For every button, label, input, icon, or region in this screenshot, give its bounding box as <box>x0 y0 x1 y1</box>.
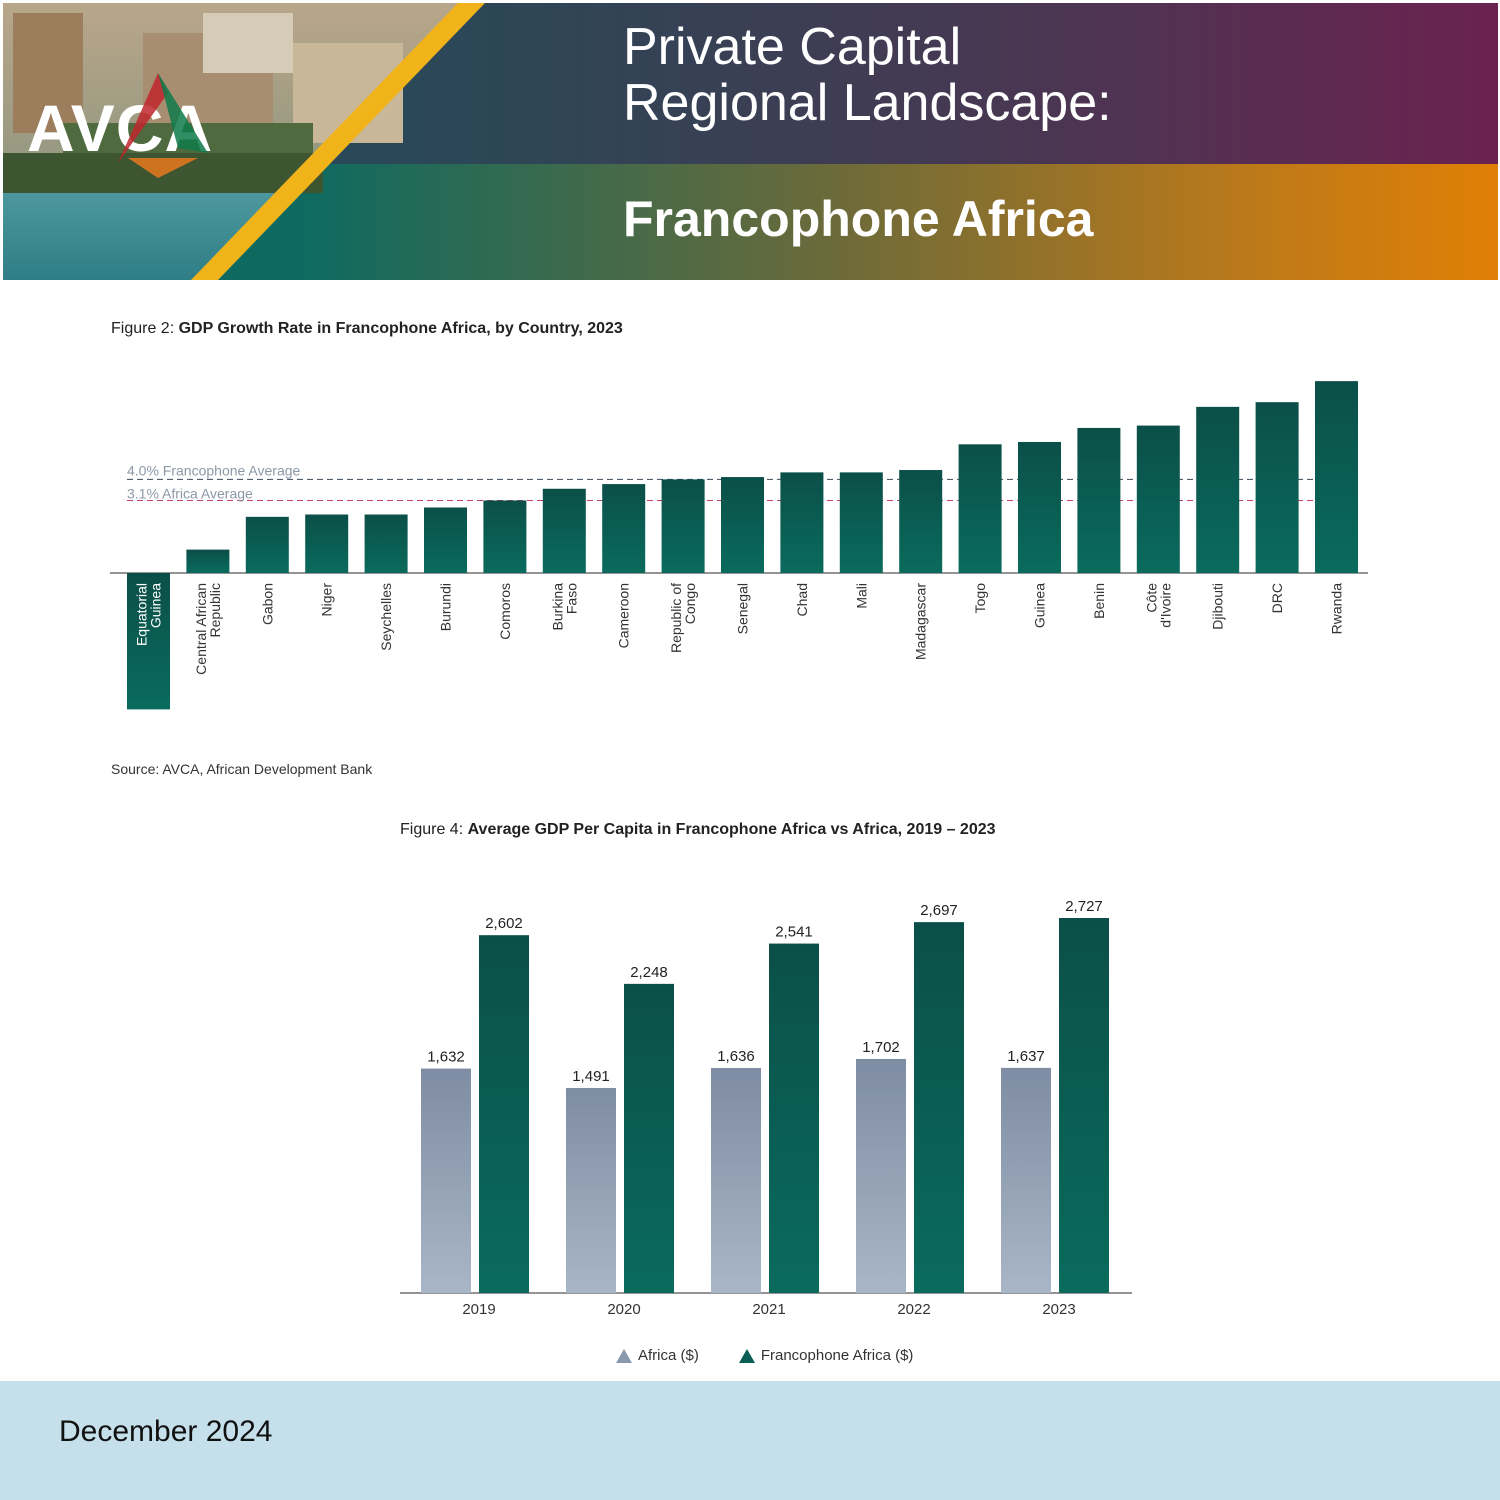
category-label: 2022 <box>897 1301 930 1318</box>
bar <box>364 514 408 573</box>
bar-francophone <box>914 922 964 1293</box>
bar-africa <box>421 1068 471 1293</box>
footer-date: December 2024 <box>59 1415 273 1448</box>
category-label: Mali <box>853 583 869 609</box>
category-label: DRC <box>1269 583 1285 613</box>
figure-4-caption-title: Average GDP Per Capita in Francophone Af… <box>467 821 996 838</box>
category-label: Côted'Ivoire <box>1143 583 1173 628</box>
category-label: 2020 <box>607 1301 640 1318</box>
category-label: Comoros <box>497 583 513 640</box>
bar <box>1077 427 1121 573</box>
data-label: 1,637 <box>1007 1048 1045 1065</box>
figure-2-caption: Figure 2: GDP Growth Rate in Francophone… <box>111 320 623 338</box>
bar <box>1136 425 1180 573</box>
bar <box>839 472 883 573</box>
legend-item-africa: Africa ($) <box>616 1347 699 1364</box>
category-label: Djibouti <box>1210 583 1226 630</box>
category-label: 2021 <box>752 1301 785 1318</box>
category-label: Togo <box>972 583 988 614</box>
category-label: Burundi <box>438 583 454 631</box>
bar <box>958 444 1002 573</box>
header-banner: AVCA Private Capital Regional Landscape:… <box>3 3 1498 280</box>
data-label: 2,727 <box>1065 898 1103 915</box>
category-label: Niger <box>319 583 335 617</box>
bar-africa <box>1001 1067 1051 1293</box>
category-label: Cameroon <box>616 583 632 648</box>
bar <box>721 477 764 573</box>
logo-accent-icon <box>118 73 208 178</box>
category-label: Madagascar <box>913 583 929 660</box>
bar-francophone <box>479 935 529 1293</box>
category-label: BurkinaFaso <box>549 583 579 631</box>
bar <box>1315 381 1358 573</box>
bar <box>245 516 289 573</box>
data-label: 2,248 <box>630 964 668 981</box>
bar <box>661 479 705 573</box>
bar <box>1196 406 1240 573</box>
data-label: 1,702 <box>862 1039 900 1056</box>
bar-africa <box>856 1058 906 1293</box>
bar-africa <box>566 1087 616 1293</box>
gdp-per-capita-chart: 1,632 2,602 2019 1,491 2,248 2020 1,636 2,541 20… <box>400 898 1132 1318</box>
data-label: 2,541 <box>775 924 813 941</box>
bar <box>305 514 349 573</box>
bar <box>186 549 230 573</box>
category-label: Senegal <box>735 583 751 634</box>
bar <box>780 472 824 573</box>
bar <box>1255 402 1299 573</box>
banner-title-region: Francophone Africa <box>623 191 1094 247</box>
category-label: Central AfricanRepublic <box>193 583 223 675</box>
triangle-icon <box>738 1348 755 1363</box>
data-label: 2,602 <box>485 915 523 932</box>
data-label: 1,636 <box>717 1048 755 1065</box>
figure-2-source: Source: AVCA, African Development Bank <box>111 761 373 777</box>
category-label: Benin <box>1091 583 1107 619</box>
bar <box>127 573 170 710</box>
francophone-average-label: 4.0% Francophone Average <box>127 462 301 478</box>
category-label: 2023 <box>1042 1301 1075 1318</box>
africa-average-label: 3.1% Africa Average <box>127 485 253 501</box>
category-label: Guinea <box>1032 583 1048 628</box>
data-label: 1,491 <box>572 1068 610 1085</box>
category-label: Seychelles <box>378 583 394 651</box>
data-label: 2,697 <box>920 902 958 919</box>
bar <box>602 484 646 573</box>
bar <box>424 507 467 573</box>
category-label: EquatorialGuinea <box>134 583 164 646</box>
category-label: Republic ofCongo <box>668 583 698 653</box>
bar <box>899 470 943 573</box>
legend-item-francophone: Francophone Africa ($) <box>738 1347 914 1364</box>
chart-legend: Africa ($) Francophone Africa ($) <box>616 1347 913 1364</box>
triangle-icon <box>616 1348 632 1363</box>
bar <box>542 488 586 573</box>
gdp-growth-chart: 4.0% Francophone Average 3.1% Africa Aver… <box>110 381 1368 710</box>
footer-band: December 2024 <box>0 1381 1500 1500</box>
data-label: 1,632 <box>427 1049 465 1066</box>
category-label: 2019 <box>462 1301 495 1318</box>
category-label: Chad <box>794 583 810 616</box>
figure-2-caption-title: GDP Growth Rate in Francophone Africa, b… <box>178 320 623 337</box>
bar-francophone <box>624 983 674 1293</box>
category-label: Gabon <box>259 583 275 625</box>
figure-4-caption: Figure 4: Average GDP Per Capita in Fran… <box>400 821 996 839</box>
bar-francophone <box>1059 918 1109 1293</box>
legend-label-francophone: Francophone Africa ($) <box>760 1347 914 1364</box>
legend-label-africa: Africa ($) <box>638 1347 699 1364</box>
category-label: Rwanda <box>1329 583 1345 635</box>
banner-title-line-2: Regional Landscape: <box>623 74 1112 132</box>
bar-africa <box>711 1068 761 1293</box>
bar <box>1018 441 1061 573</box>
bar <box>483 500 527 573</box>
figure-2-caption-prefix: Figure 2: <box>111 320 179 337</box>
banner-title-line-1: Private Capital <box>623 18 962 76</box>
figure-4-caption-prefix: Figure 4: <box>400 821 468 838</box>
bar-francophone <box>769 943 819 1293</box>
